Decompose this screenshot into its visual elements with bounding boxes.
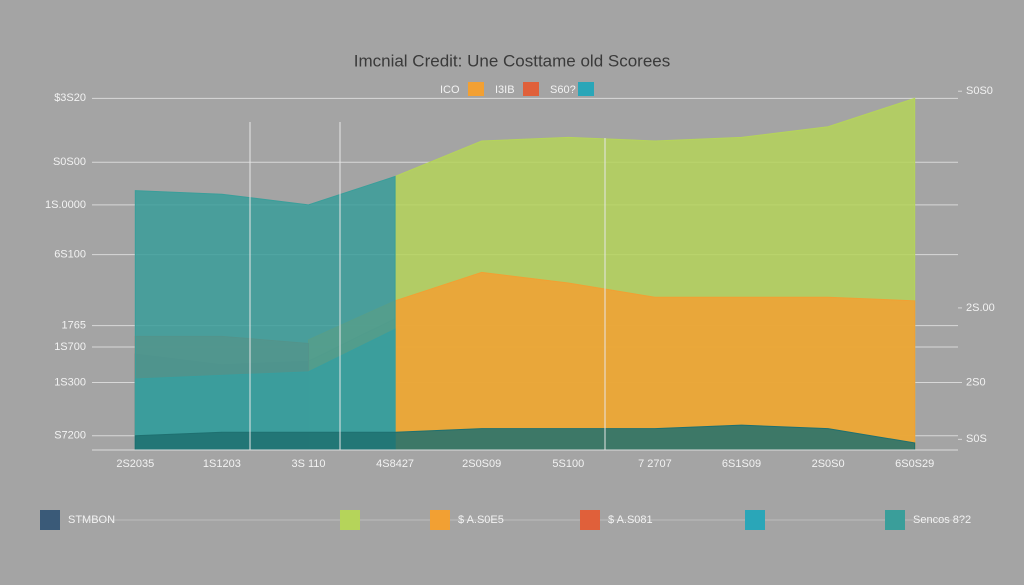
x-tick-label: 3S 110 bbox=[291, 458, 325, 470]
y2-tick-label: S0S bbox=[966, 433, 987, 445]
x-tick-label: 2S2035 bbox=[116, 458, 154, 470]
legend-swatch bbox=[430, 510, 450, 530]
y-tick-label: 1765 bbox=[62, 320, 86, 332]
y-tick-label: 1S.0000 bbox=[45, 199, 86, 211]
top-legend-label: I3IB bbox=[495, 84, 515, 96]
area bbox=[134, 175, 396, 451]
top-legend-swatch bbox=[523, 82, 539, 96]
y-tick-label: $3S20 bbox=[54, 92, 86, 104]
legend-swatch bbox=[745, 510, 765, 530]
plot-area bbox=[92, 97, 958, 451]
top-legend-swatch bbox=[468, 82, 484, 96]
y-tick-label: S0S00 bbox=[53, 156, 86, 168]
chart-title: Imcnial Credit: Une Costtame old Scorees bbox=[354, 51, 671, 70]
area bbox=[308, 271, 916, 451]
x-tick-label: 6S0S29 bbox=[895, 458, 934, 470]
top-legend-swatch bbox=[578, 82, 594, 96]
y-tick-label: 6S100 bbox=[54, 249, 86, 261]
x-tick-label: 2S0S0 bbox=[812, 458, 845, 470]
y-tick-label: S7200 bbox=[54, 430, 86, 442]
top-legend-label: ICO bbox=[440, 84, 460, 96]
legend-swatch bbox=[340, 510, 360, 530]
y-tick-label: 1S700 bbox=[54, 341, 86, 353]
y-tick-label: 1S300 bbox=[54, 376, 86, 388]
legend-label: $ A.S081 bbox=[608, 514, 653, 526]
legend-swatch bbox=[580, 510, 600, 530]
top-legend-label: S60? bbox=[550, 84, 576, 96]
legend-label: $ A.S0E5 bbox=[458, 514, 504, 526]
x-tick-label: 6S1S09 bbox=[722, 458, 761, 470]
area bbox=[134, 424, 916, 451]
legend-swatch bbox=[40, 510, 60, 530]
legend-label: Sencos 8?2 bbox=[913, 514, 971, 526]
y2-tick-label: 2S.00 bbox=[966, 302, 995, 314]
x-tick-label: 4S8427 bbox=[376, 458, 414, 470]
legend-label: STMBON bbox=[68, 514, 115, 526]
legend-swatch bbox=[885, 510, 905, 530]
x-tick-label: 7 2707 bbox=[638, 458, 672, 470]
x-tick-label: 2S0S09 bbox=[462, 458, 501, 470]
x-tick-label: 1S1203 bbox=[203, 458, 241, 470]
x-tick-label: 5S100 bbox=[552, 458, 584, 470]
y2-tick-label: S0S0 bbox=[966, 85, 993, 97]
y2-tick-label: 2S0 bbox=[966, 376, 986, 388]
